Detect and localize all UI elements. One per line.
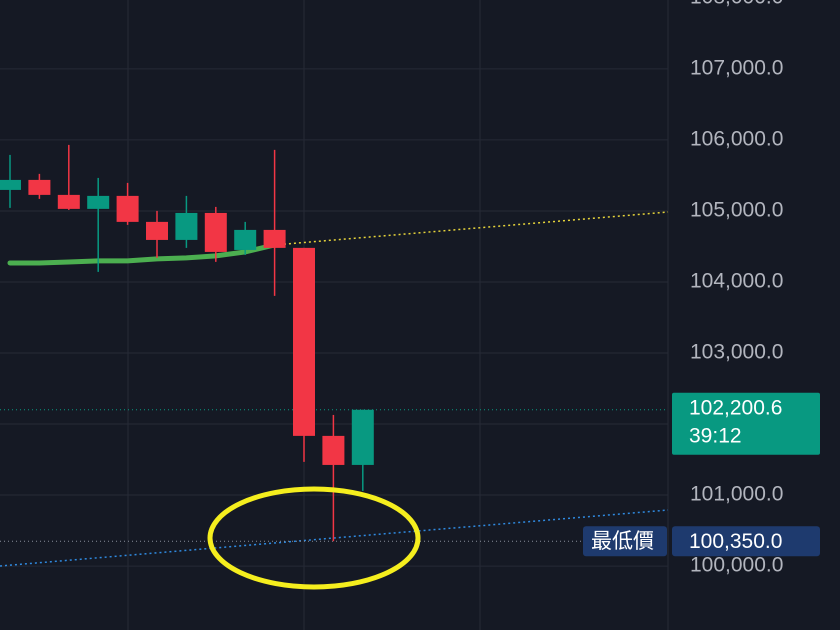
candle-body <box>0 179 21 190</box>
candle-body <box>351 409 374 465</box>
candle-body <box>322 435 345 465</box>
y-tick-label: 100,000.0 <box>690 554 783 577</box>
low-title: 最低價 <box>591 530 654 553</box>
y-tick-label: 101,000.0 <box>690 483 783 506</box>
y-tick-label: 106,000.0 <box>690 127 783 150</box>
moving-average <box>7 242 278 266</box>
candle-body <box>116 195 139 222</box>
y-tick-label: 107,000.0 <box>690 56 783 79</box>
last-price-box <box>672 392 820 455</box>
candle-body <box>293 247 315 436</box>
y-tick-label: 108,000.0 <box>690 0 783 8</box>
candle-body <box>175 212 198 240</box>
highlight-ellipse <box>207 486 421 590</box>
countdown-label: 39:12 <box>689 424 742 447</box>
trend-line <box>273 211 669 246</box>
candle-body <box>263 229 286 248</box>
low-price-box <box>672 526 820 557</box>
low-title-box <box>583 526 667 557</box>
candle-body <box>28 179 51 195</box>
candle-body <box>146 221 168 240</box>
candle-body <box>204 212 227 252</box>
candle-body <box>57 194 80 209</box>
low-price-label: 100,350.0 <box>689 530 782 553</box>
y-tick-label: 103,000.0 <box>690 341 783 364</box>
candle-body <box>87 195 110 209</box>
y-tick-label: 105,000.0 <box>690 198 783 221</box>
y-tick-label: 104,000.0 <box>690 270 783 293</box>
last-price-label: 102,200.6 <box>689 396 782 419</box>
candle-body <box>234 229 257 250</box>
